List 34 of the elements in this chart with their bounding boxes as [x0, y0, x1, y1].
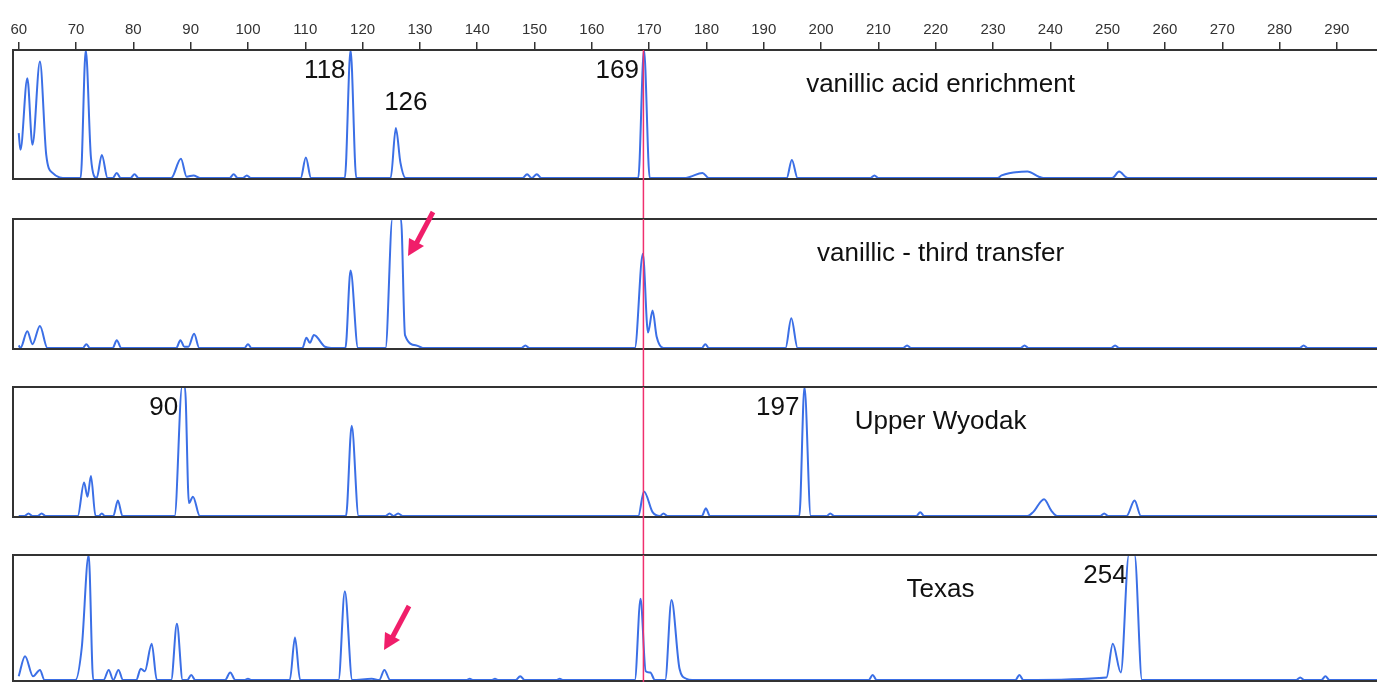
x-tick-label: 200 [808, 20, 834, 38]
x-tick-label: 70 [67, 20, 85, 38]
x-tick-label: 240 [1037, 20, 1063, 38]
x-tick-label: 90 [182, 20, 200, 38]
x-tick-label: 110 [293, 20, 318, 38]
annotation: 254 [1083, 559, 1127, 589]
annotation: vanillic acid enrichment [806, 68, 1076, 98]
x-tick-label: 270 [1209, 20, 1235, 38]
x-tick-label: 120 [350, 20, 376, 38]
x-tick-label: 130 [407, 20, 433, 38]
x-tick-label: 190 [751, 20, 777, 38]
annotation: Upper Wyodak [854, 405, 1028, 435]
x-tick-label: 140 [464, 20, 490, 38]
x-tick-label: 230 [980, 20, 1006, 38]
annotation: vanillic - third transfer [816, 237, 1065, 267]
x-tick-label: 80 [125, 20, 142, 38]
x-tick-label: 100 [235, 20, 261, 38]
x-tick-label: 150 [522, 20, 548, 38]
x-tick-label: 220 [923, 20, 949, 38]
annotation: 118 [304, 54, 346, 84]
annotation: 90 [149, 391, 179, 421]
annotation: 169 [595, 54, 639, 84]
x-tick-label: 180 [693, 20, 719, 38]
x-tick-label: 250 [1095, 20, 1121, 38]
annotation: 197 [756, 391, 800, 421]
x-tick-label: 290 [1324, 20, 1350, 38]
x-tick-label: 260 [1152, 20, 1178, 38]
x-tick-label: 210 [865, 20, 891, 38]
x-tick-label: 170 [636, 20, 662, 38]
annotation: Texas [906, 573, 975, 603]
x-tick-label: 160 [579, 20, 605, 38]
annotation: 126 [384, 86, 428, 117]
x-tick-label: 280 [1267, 20, 1293, 38]
x-tick-label: 60 [10, 20, 28, 38]
